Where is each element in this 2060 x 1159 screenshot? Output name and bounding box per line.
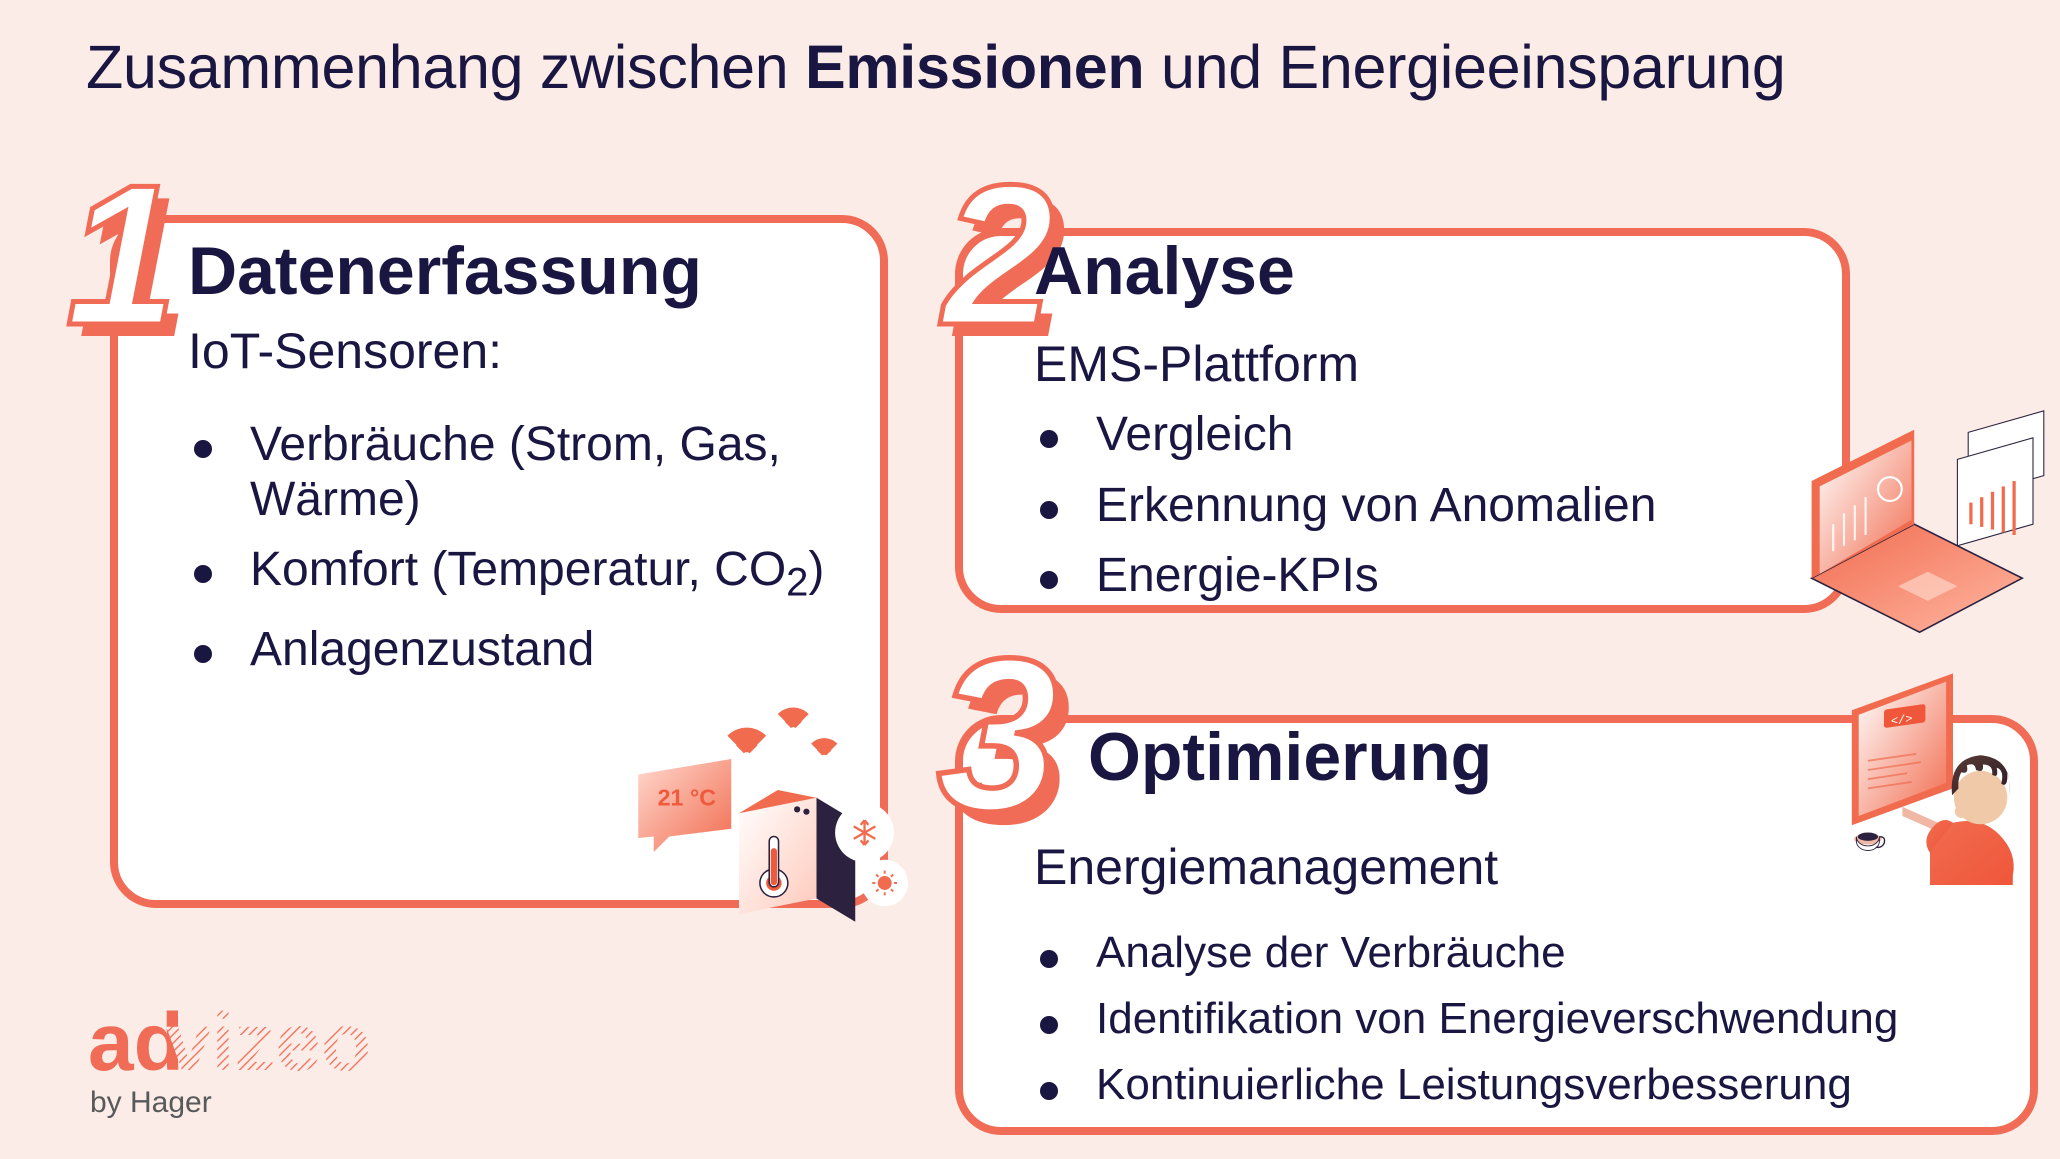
svg-text:vizeo: vizeo <box>166 1000 371 1088</box>
svg-text:21 °C: 21 °C <box>658 785 717 811</box>
svg-text:3: 3 <box>937 618 1058 857</box>
svg-text:by Hager: by Hager <box>90 1086 212 1119</box>
svg-text:1: 1 <box>66 148 177 367</box>
